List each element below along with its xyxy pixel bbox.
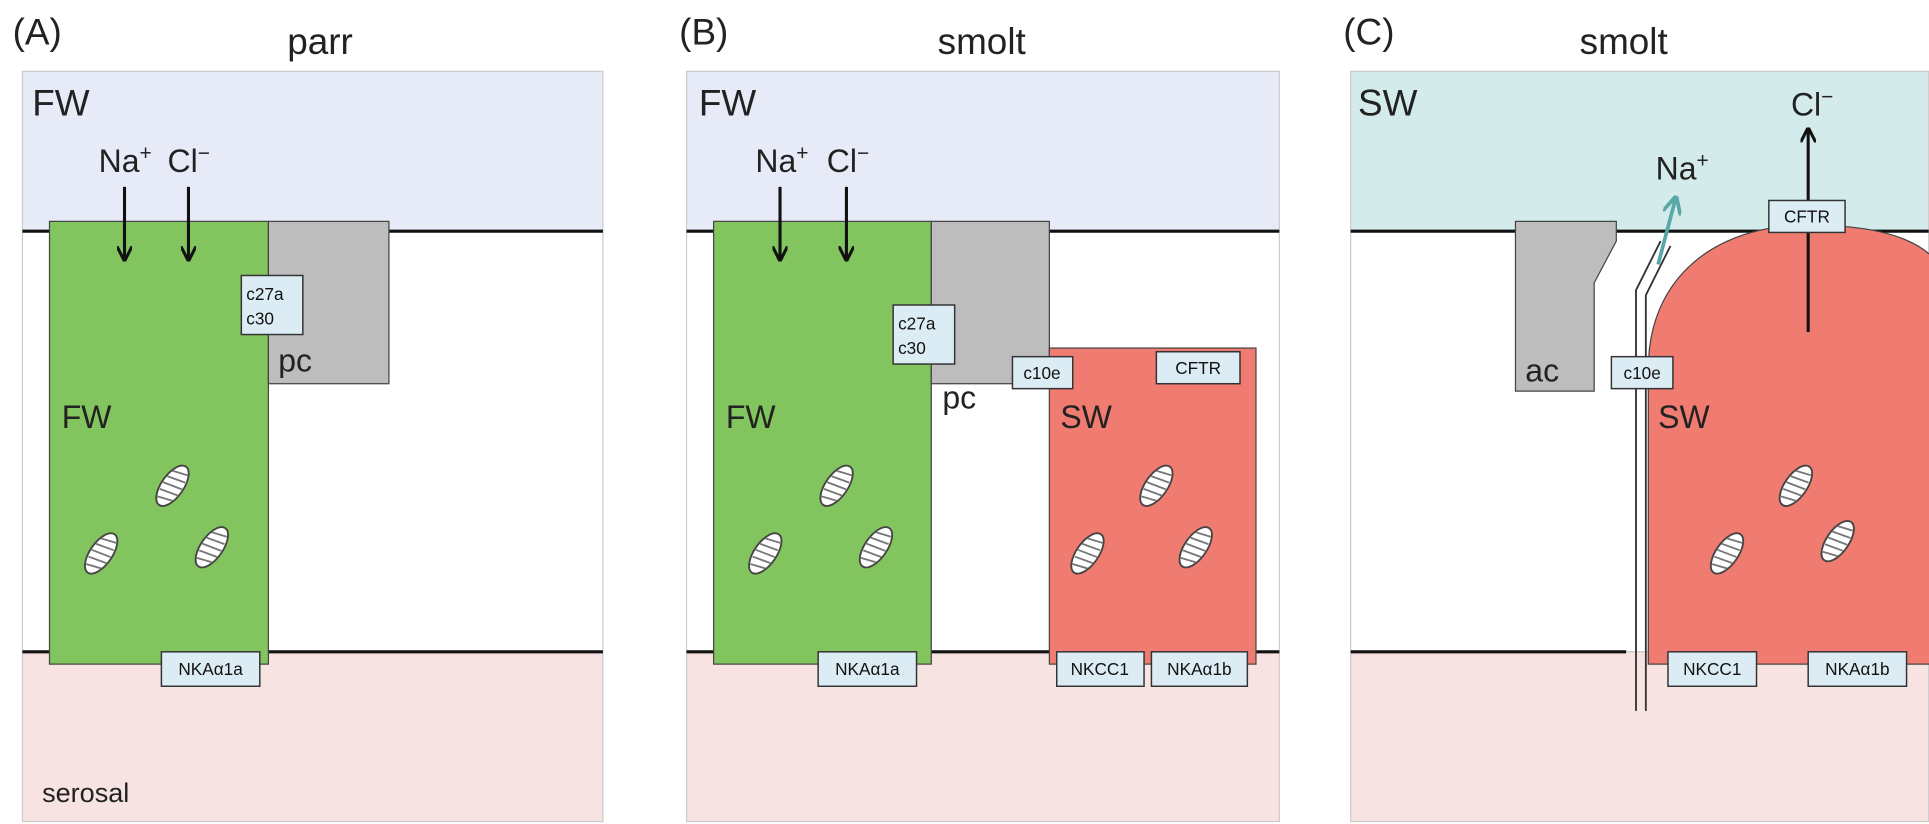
medium: FW [32, 83, 90, 124]
transporter: NKCC1 [1683, 659, 1741, 679]
channel: CFTR [1784, 207, 1830, 227]
junction: c27a [246, 284, 284, 304]
claudin: c10e [1623, 363, 1660, 383]
transporter: NKAα1b [1167, 659, 1231, 679]
fw-cell [49, 221, 268, 664]
accessory-cell: pc [942, 379, 976, 415]
sw-cell [1049, 348, 1256, 664]
claudin: c10e [1023, 363, 1060, 383]
panel-a: (A) parr FW Na+ Cl− c27a c30 pc FW NKAα1… [13, 11, 603, 821]
cell-label: FW [62, 399, 113, 435]
transporter: NKAα1a [178, 659, 243, 679]
accessory-cell: pc [278, 342, 312, 378]
junction: c27a [898, 314, 936, 334]
panel-label: (A) [13, 11, 62, 52]
channel: CFTR [1175, 358, 1221, 378]
serosal-label: serosal [42, 778, 129, 808]
transporter: NKAα1b [1825, 659, 1889, 679]
cell-label: SW [1658, 399, 1710, 435]
panel-label: (B) [679, 11, 728, 52]
panel-label: (C) [1343, 11, 1394, 52]
stage: smolt [1580, 21, 1668, 62]
panel-b: (B) smolt FW Na+ Cl− c27a c30 pc c10e CF… [679, 11, 1279, 821]
panel-c: (C) smolt SW Na+ Cl− CFTR ac c10e SW NKC… [1343, 11, 1929, 821]
sw-cell [1648, 225, 1929, 664]
stage: parr [287, 21, 353, 62]
stage: smolt [938, 21, 1026, 62]
junction: c30 [246, 309, 274, 329]
medium: FW [699, 83, 757, 124]
junction: c30 [898, 338, 926, 358]
cell-label: SW [1060, 399, 1112, 435]
accessory-cell: ac [1525, 352, 1559, 388]
diagram: (A) parr FW Na+ Cl− c27a c30 pc FW NKAα1… [0, 0, 1929, 824]
transporter: NKCC1 [1071, 659, 1129, 679]
fw-cell [714, 221, 932, 664]
transporter: NKAα1a [835, 659, 900, 679]
cell-label: FW [726, 399, 777, 435]
medium: SW [1358, 83, 1418, 124]
